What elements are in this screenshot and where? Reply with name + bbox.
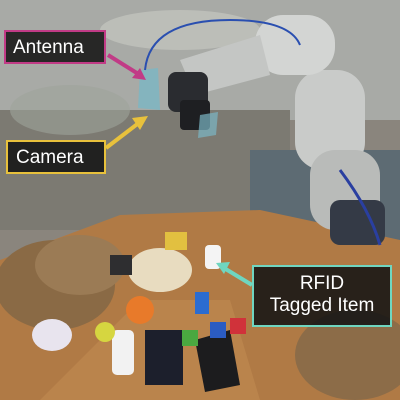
robot-cable — [338, 169, 382, 246]
rfid-label-line1: RFID — [299, 273, 345, 294]
rfid-label-line2: Tagged Item — [269, 294, 375, 316]
blue-block — [210, 322, 226, 338]
white-bottle — [112, 330, 134, 375]
yarn-ball — [128, 248, 192, 292]
robot-shoulder — [255, 15, 335, 75]
blue-block — [195, 292, 209, 314]
green-block — [182, 330, 198, 346]
robot-arm-base — [330, 200, 385, 245]
realsense-box — [145, 330, 183, 385]
camera-label: Camera — [6, 140, 106, 174]
small-box — [110, 255, 132, 275]
tennis-ball — [95, 322, 115, 342]
antenna-label: Antenna — [4, 30, 106, 64]
small-package — [165, 232, 187, 250]
black-glove — [195, 330, 240, 392]
robot-arm-upper — [295, 70, 365, 170]
camera-arrow-head — [132, 116, 148, 130]
antenna-cable — [144, 18, 301, 71]
orange-ball — [126, 296, 154, 324]
packing-paper-left-top — [35, 235, 125, 295]
light-blur — [10, 85, 130, 135]
rfid-arrow — [222, 266, 254, 287]
antenna-arrow — [106, 53, 142, 77]
camera-arrow — [104, 120, 142, 150]
white-container — [32, 319, 72, 351]
rfid-arrow-head — [216, 262, 230, 274]
antenna-panel-lower — [198, 112, 218, 138]
rfid-tagged-item-label: RFID Tagged Item — [252, 265, 392, 327]
packing-paper-right — [295, 310, 400, 400]
red-block — [230, 318, 246, 334]
antenna-arrow-head — [132, 68, 146, 80]
